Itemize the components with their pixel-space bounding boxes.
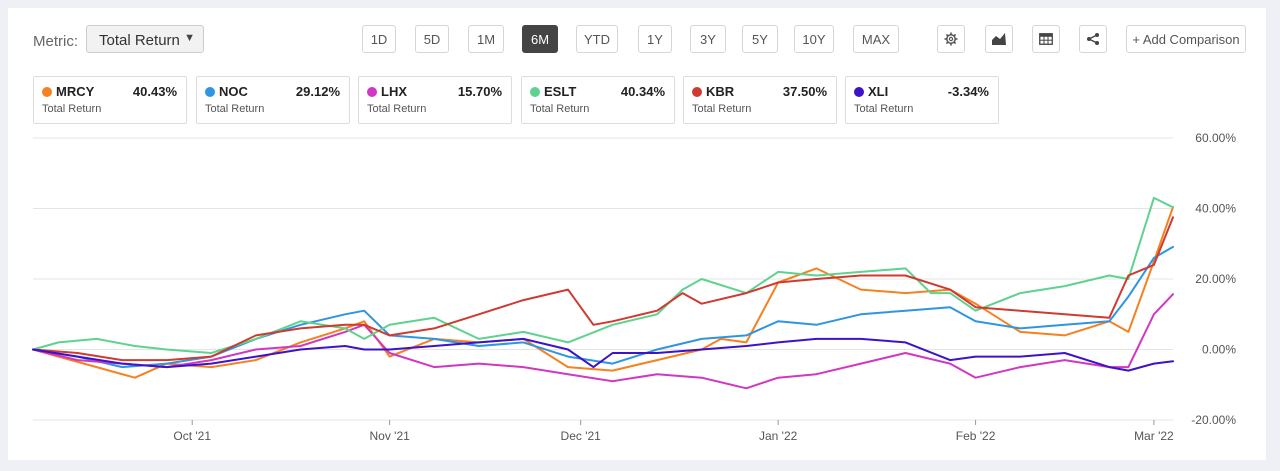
ticker-metric: Total Return bbox=[854, 103, 914, 115]
series-line-xli[interactable] bbox=[32, 337, 1174, 372]
ticker-symbol: MRCY bbox=[56, 84, 95, 99]
line-chart[interactable]: 60.00% 40.00% 20.00% 0.00% -20.00% Oct '21 Nov… bbox=[8, 8, 1266, 460]
table-icon bbox=[1039, 33, 1053, 45]
ticker-card-lhx[interactable]: LHX 15.70% Total Return bbox=[358, 76, 512, 124]
ticker-return: 40.43% bbox=[132, 84, 177, 99]
metric-select[interactable]: Total Return ▼ bbox=[86, 25, 204, 53]
area-chart-icon bbox=[991, 32, 1007, 46]
series-color-dot bbox=[367, 87, 377, 97]
chart-panel: Metric: Total Return ▼ 1D 5D 1M 6M YTD 1… bbox=[8, 8, 1266, 460]
series-color-dot bbox=[42, 87, 52, 97]
range-button-1y[interactable]: 1Y bbox=[638, 25, 672, 53]
range-button-1m[interactable]: 1M bbox=[468, 25, 504, 53]
ticker-metric: Total Return bbox=[367, 103, 427, 115]
settings-button[interactable] bbox=[937, 25, 965, 53]
ticker-return: 15.70% bbox=[457, 84, 502, 99]
ticker-return: 40.34% bbox=[620, 84, 665, 99]
range-button-3y[interactable]: 3Y bbox=[690, 25, 726, 53]
series-color-dot bbox=[530, 87, 540, 97]
ticker-card-kbr[interactable]: KBR 37.50% Total Return bbox=[683, 76, 837, 124]
range-button-10y[interactable]: 10Y bbox=[794, 25, 834, 53]
share-icon bbox=[1086, 32, 1100, 46]
ticker-symbol: XLI bbox=[868, 84, 889, 99]
metric-select-value: Total Return bbox=[99, 32, 180, 49]
ticker-symbol: KBR bbox=[706, 84, 735, 99]
ticker-card-noc[interactable]: NOC 29.12% Total Return bbox=[196, 76, 350, 124]
series-color-dot bbox=[205, 87, 215, 97]
x-tick-label: Nov '21 bbox=[369, 429, 410, 443]
range-button-6m[interactable]: 6M bbox=[522, 25, 558, 53]
ticker-card-eslt[interactable]: ESLT 40.34% Total Return bbox=[521, 76, 675, 124]
ticker-return: -3.34% bbox=[947, 84, 989, 99]
x-tick-label: Mar '22 bbox=[1134, 429, 1174, 443]
x-tick-label: Dec '21 bbox=[561, 429, 602, 443]
range-button-5y[interactable]: 5Y bbox=[742, 25, 778, 53]
add-comparison-button[interactable]: + Add Comparison bbox=[1126, 25, 1246, 53]
range-button-1d[interactable]: 1D bbox=[362, 25, 396, 53]
y-tick-label: 20.00% bbox=[1195, 272, 1236, 286]
y-tick-label: 60.00% bbox=[1195, 131, 1236, 145]
share-button[interactable] bbox=[1079, 25, 1107, 53]
series-line-eslt[interactable] bbox=[32, 196, 1174, 354]
x-tick-label: Feb '22 bbox=[956, 429, 996, 443]
y-tick-label: 40.00% bbox=[1195, 202, 1236, 216]
ticker-card-mrcy[interactable]: MRCY 40.43% Total Return bbox=[33, 76, 187, 124]
series-line-lhx[interactable] bbox=[32, 293, 1174, 390]
ticker-metric: Total Return bbox=[530, 103, 590, 115]
series-color-dot bbox=[854, 87, 864, 97]
ticker-return: 29.12% bbox=[295, 84, 340, 99]
ticker-metric: Total Return bbox=[42, 103, 102, 115]
range-button-ytd[interactable]: YTD bbox=[576, 25, 618, 53]
x-tick-label: Jan '22 bbox=[759, 429, 798, 443]
range-button-5d[interactable]: 5D bbox=[415, 25, 449, 53]
metric-label: Metric: bbox=[33, 33, 78, 50]
y-tick-label: 0.00% bbox=[1202, 343, 1236, 357]
ticker-metric: Total Return bbox=[692, 103, 752, 115]
ticker-symbol: ESLT bbox=[544, 84, 577, 99]
range-button-max[interactable]: MAX bbox=[853, 25, 899, 53]
ticker-metric: Total Return bbox=[205, 103, 265, 115]
ticker-return: 37.50% bbox=[782, 84, 827, 99]
series-color-dot bbox=[692, 87, 702, 97]
chart-type-button[interactable] bbox=[985, 25, 1013, 53]
table-view-button[interactable] bbox=[1032, 25, 1060, 53]
ticker-symbol: LHX bbox=[381, 84, 407, 99]
chevron-down-icon: ▼ bbox=[184, 32, 195, 44]
series-line-kbr[interactable] bbox=[32, 216, 1174, 362]
x-tick-label: Oct '21 bbox=[173, 429, 211, 443]
toolbar: Metric: Total Return ▼ 1D 5D 1M 6M YTD 1… bbox=[8, 24, 1266, 58]
y-tick-label: -20.00% bbox=[1191, 413, 1236, 427]
ticker-symbol: NOC bbox=[219, 84, 248, 99]
ticker-card-xli[interactable]: XLI -3.34% Total Return bbox=[845, 76, 999, 124]
gear-icon bbox=[944, 32, 958, 46]
